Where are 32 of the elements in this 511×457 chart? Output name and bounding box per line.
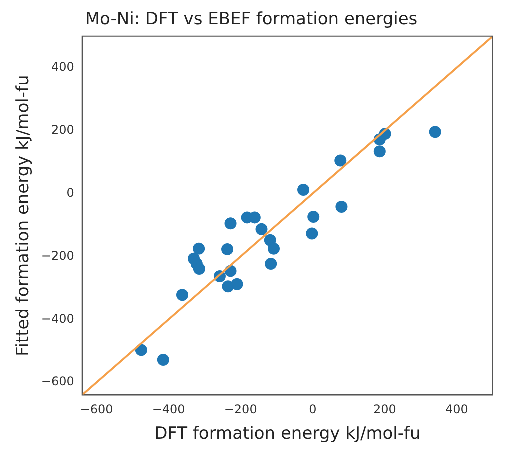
x-tick-label: 0 xyxy=(309,402,317,417)
x-axis-title: DFT formation energy kJ/mol-fu xyxy=(154,424,421,444)
point xyxy=(224,218,237,230)
point xyxy=(374,146,386,158)
point xyxy=(222,243,234,256)
point xyxy=(193,242,206,255)
x-tick-label: 200 xyxy=(373,402,396,417)
point xyxy=(268,242,280,255)
x-tick-label: −600 xyxy=(80,402,114,417)
point xyxy=(306,228,318,240)
point xyxy=(298,184,310,196)
point xyxy=(157,354,170,366)
x-tick-label: 400 xyxy=(446,402,468,417)
y-axis-title: Fitted formation energy kJ/mol-fu xyxy=(14,75,34,356)
y-tick-label: 0 xyxy=(66,186,74,200)
y-tick-label: −200 xyxy=(41,248,74,263)
y-tick-label: −400 xyxy=(41,312,74,326)
point xyxy=(193,262,206,275)
x-tick-label: −400 xyxy=(152,402,186,417)
y-tick-label: −600 xyxy=(41,374,74,389)
point xyxy=(176,289,188,302)
point xyxy=(256,223,268,236)
point xyxy=(336,200,348,213)
chart-title: Mo-Ni: DFT vs EBEF formation energies xyxy=(85,10,418,30)
y-tick-label: 200 xyxy=(51,122,74,137)
x-tick-label: −200 xyxy=(224,402,258,417)
y-tick-label: 400 xyxy=(51,60,74,74)
point xyxy=(429,126,442,138)
point xyxy=(308,211,320,224)
point xyxy=(231,278,244,290)
point xyxy=(265,258,278,270)
point xyxy=(334,154,347,167)
